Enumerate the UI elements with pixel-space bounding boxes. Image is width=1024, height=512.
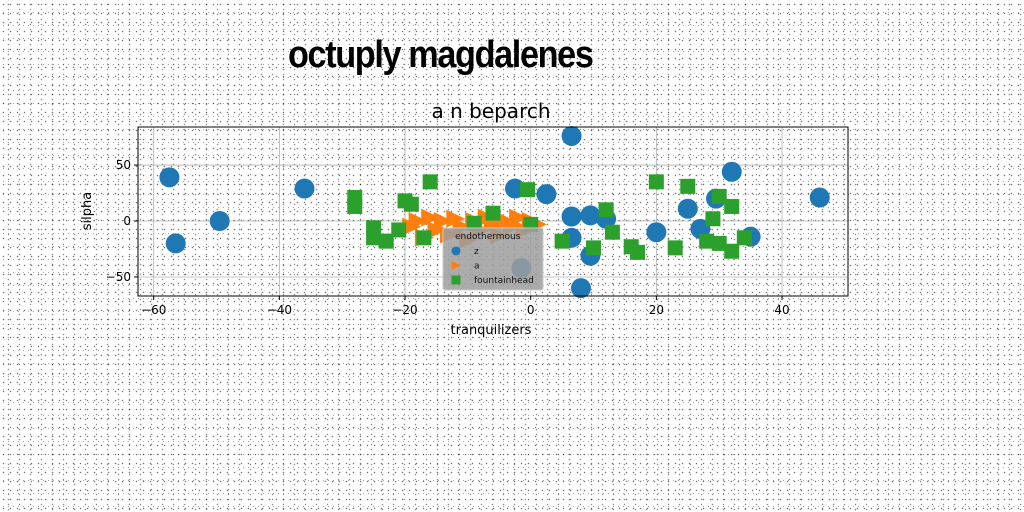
data-point (536, 184, 557, 205)
data-point (646, 222, 667, 243)
data-point (165, 233, 186, 254)
data-point (485, 205, 501, 221)
data-point (721, 161, 742, 182)
x-tick-label: 0 (527, 303, 535, 317)
data-point (403, 196, 419, 212)
data-point (421, 208, 441, 227)
data-point (736, 230, 752, 246)
x-tick-label: −40 (267, 303, 292, 317)
legend-title: endothermous (455, 232, 521, 242)
data-point (504, 178, 525, 199)
data-point (809, 187, 830, 208)
data-point (408, 212, 428, 231)
legend-label-a: a (474, 262, 480, 272)
data-point (680, 178, 696, 194)
data-point (159, 167, 180, 188)
ticks: −60 −40 −20 0 20 40 −50 0 50 (106, 158, 790, 317)
y-tick-label: 50 (116, 158, 131, 172)
data-point (724, 243, 740, 259)
legend-marker-a (451, 261, 461, 270)
data-point (520, 182, 536, 198)
data-point (209, 211, 230, 232)
y-tick-label: 0 (123, 214, 131, 228)
data-point (648, 174, 664, 190)
x-tick-label: 20 (649, 303, 664, 317)
legend-marker-z (451, 246, 461, 256)
data-point (391, 222, 407, 238)
chart-title: a n beparch (431, 99, 550, 123)
data-point (422, 174, 438, 190)
data-point (466, 215, 482, 231)
legend-label-fountainhead: fountainhead (474, 276, 534, 286)
legend-label-z: z (474, 247, 479, 257)
data-point (711, 235, 727, 251)
x-tick-label: 40 (774, 303, 789, 317)
x-tick-label: −60 (141, 303, 166, 317)
data-point (378, 233, 394, 249)
legend-box (442, 227, 544, 291)
x-tick-label: −20 (392, 303, 417, 317)
series-fountainhead (347, 174, 752, 260)
data-point (705, 211, 721, 227)
data-point (347, 198, 363, 214)
data-point (294, 178, 315, 199)
data-point (699, 233, 715, 249)
data-point (598, 202, 614, 218)
data-point (433, 212, 453, 231)
data-point (446, 209, 466, 228)
data-point (427, 220, 447, 239)
y-axis-label: silpha (80, 192, 95, 230)
data-point (580, 205, 601, 226)
x-axis-label: tranquilizers (451, 323, 532, 338)
data-point (416, 230, 432, 246)
legend-marker-fountainhead (451, 275, 461, 285)
data-point (366, 230, 382, 246)
data-point (561, 125, 582, 146)
plot-frame (137, 126, 849, 297)
legend: endothermous za fountainhead (442, 227, 544, 291)
page-title: octuply magdalenes (288, 34, 594, 76)
data-point (509, 208, 529, 227)
data-point (561, 206, 582, 227)
y-tick-label: −50 (106, 270, 131, 284)
data-point (724, 198, 740, 214)
data-point (586, 240, 602, 256)
series-layer (159, 125, 830, 299)
data-point (570, 278, 591, 299)
data-point (711, 188, 727, 204)
data-point (604, 224, 620, 240)
data-point (667, 240, 683, 256)
data-point (630, 244, 646, 260)
data-point (677, 198, 698, 219)
data-point (554, 233, 570, 249)
